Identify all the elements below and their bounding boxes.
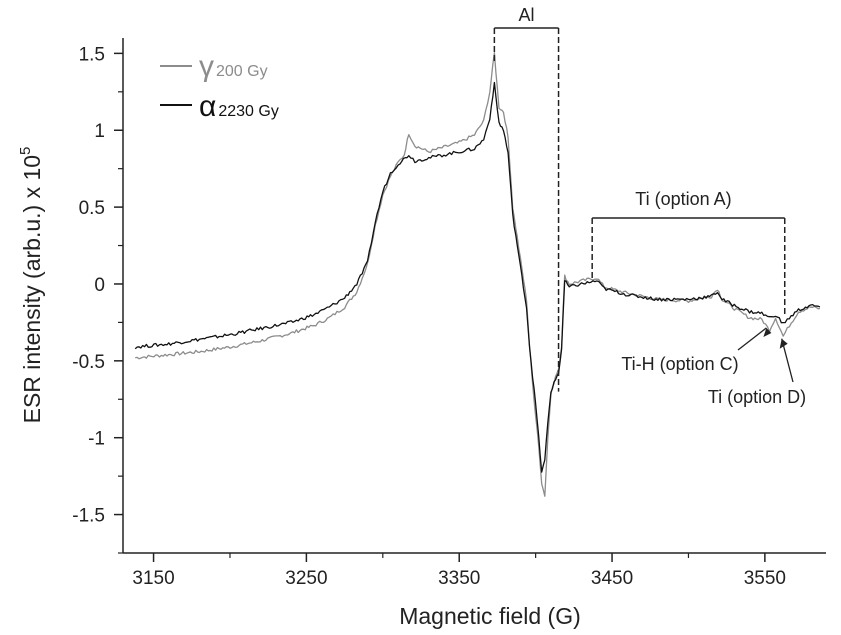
legend: γ 200 Gy α 2230 Gy: [160, 50, 279, 123]
legend-dose-alpha: 2230 Gy: [218, 103, 278, 120]
y-axis-title-exponent: 5: [17, 147, 34, 155]
y-axis-title-main: ESR intensity (arb.u.) x 10: [19, 155, 45, 423]
legend-greek-gamma: γ: [199, 50, 214, 83]
y-tick-label: 0: [94, 275, 105, 296]
y-tick-label: -1.5: [72, 506, 105, 527]
y-ticks: 1.5 1 0.5 0 -0.5 -1 -1.5: [72, 44, 123, 554]
plot-area: 1.510.50-0.5-1-1.5 3150 3250 3350 3450 3550 …: [72, 5, 826, 589]
y-tick-label: -1: [88, 429, 105, 450]
y-tick-label: -0.5: [72, 352, 105, 373]
ti-d-label: Ti (option D): [708, 387, 806, 407]
ti-a-label: Ti (option A): [635, 189, 731, 209]
legend-label-gamma: γ 200 Gy: [199, 50, 268, 83]
legend-greek-alpha: α: [199, 90, 216, 123]
legend-label-alpha: α 2230 Gy: [199, 90, 279, 123]
annotation-layer: Al Ti (option A) Ti-H (option C) Ti (option…: [493, 5, 806, 407]
x-tick-label: 3550: [744, 568, 786, 589]
x-tick-label: 3150: [132, 568, 174, 589]
legend-dose-gamma: 200 Gy: [216, 63, 268, 80]
x-ticks: 3150 3250 3350 3450 3550: [132, 553, 786, 589]
series-layer: [134, 52, 821, 497]
ti-h-arrowhead: [763, 327, 772, 337]
al-label: Al: [518, 5, 534, 25]
x-axis-title: Magnetic field (G): [399, 603, 581, 629]
x-tick-label: 3250: [285, 568, 327, 589]
ti-h-arrow-line: [737, 327, 767, 351]
ti-d-arrowhead: [779, 338, 788, 349]
y-tick-label: 1.5: [79, 44, 105, 65]
y-tick-label: 1: [94, 121, 105, 142]
x-tick-label: 3450: [591, 568, 633, 589]
series-line-alpha: [134, 81, 821, 473]
y-axis-title: ESR intensity (arb.u.) x 105: [17, 147, 45, 424]
ti-h-label: Ti-H (option C): [621, 354, 738, 374]
x-tick-label: 3350: [438, 568, 480, 589]
y-tick-label: 0.5: [79, 198, 105, 219]
